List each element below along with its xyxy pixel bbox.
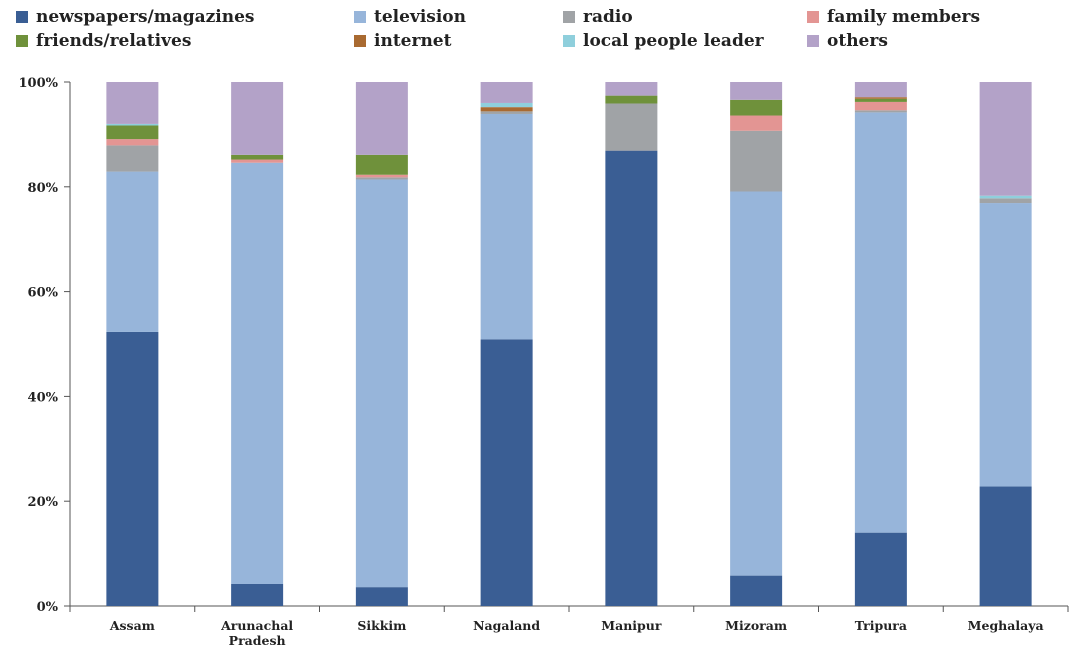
legend-label: others <box>827 31 888 51</box>
legend-item: local people leader <box>563 31 764 51</box>
bar-segment <box>355 154 408 175</box>
legend-label: television <box>374 7 467 27</box>
bar-segment <box>231 82 284 155</box>
bar-segment <box>854 110 907 113</box>
x-category-label: Sikkim <box>357 618 406 633</box>
bar-segment <box>605 103 658 151</box>
bar-segment <box>979 82 1032 196</box>
bar-segment <box>231 159 284 163</box>
legend-item: others <box>807 31 888 51</box>
bar-segment <box>730 130 783 192</box>
bar-segment <box>480 339 533 606</box>
legend-swatch <box>354 11 366 23</box>
legend-item: friends/relatives <box>16 31 191 51</box>
y-tick-label: 20% <box>28 495 59 510</box>
bar-segment <box>979 198 1032 204</box>
bar-segment <box>730 575 783 606</box>
bar-segment <box>730 115 783 131</box>
legend-swatch <box>563 35 575 47</box>
bar-segment <box>480 102 533 108</box>
bar-segment <box>854 101 907 111</box>
y-tick-label: 100% <box>19 76 59 91</box>
legend-item: radio <box>563 7 633 27</box>
legend-swatch <box>16 11 28 23</box>
legend-swatch <box>16 35 28 47</box>
bar-segment <box>480 113 533 340</box>
bar-segment <box>480 107 533 112</box>
x-category-label: Pradesh <box>229 633 286 648</box>
legend-label: friends/relatives <box>36 31 192 51</box>
bar-segment <box>605 150 658 607</box>
bar-segment <box>854 98 907 102</box>
bar-segment <box>106 145 159 172</box>
bar-segment <box>605 82 658 96</box>
x-category-label: Arunachal <box>220 618 293 633</box>
bar-segment <box>979 486 1032 606</box>
bar-segment <box>355 587 408 606</box>
y-tick-label: 60% <box>28 286 59 301</box>
bar-segment <box>106 171 159 332</box>
legend-label: local people leader <box>583 31 764 51</box>
bar-segment <box>979 195 1032 199</box>
bar-segment <box>854 97 907 99</box>
bar-segment <box>355 179 408 588</box>
x-category-label: Meghalaya <box>968 618 1044 633</box>
legend-swatch <box>807 35 819 47</box>
bar-segment <box>106 123 159 126</box>
bar-segment <box>854 82 907 98</box>
y-tick-label: 80% <box>28 181 59 196</box>
bar-segment <box>355 177 408 180</box>
bar-segment <box>231 162 284 584</box>
legend-item: television <box>354 7 466 27</box>
bar-segment <box>480 111 533 114</box>
bar-segment <box>231 154 284 160</box>
legend-label: family members <box>827 7 981 27</box>
bar-segment <box>854 112 907 533</box>
bar-segment <box>355 174 408 178</box>
bar-segment <box>605 95 658 104</box>
bar-segment <box>106 331 159 606</box>
legend-label: internet <box>374 31 452 51</box>
bar-segment <box>730 99 783 116</box>
bar-segment <box>979 203 1032 487</box>
bar-segment <box>854 532 907 606</box>
bar-segment <box>355 82 408 155</box>
bar-segment <box>106 82 159 124</box>
bar-segment <box>231 583 284 606</box>
legend-item: family members <box>807 7 980 27</box>
bar-segment <box>106 125 159 140</box>
x-category-label: Manipur <box>601 618 662 633</box>
bar-segment <box>106 139 159 146</box>
legend-label: radio <box>583 7 633 27</box>
bar-segment <box>730 82 783 100</box>
legend-label: newspapers/magazines <box>36 7 255 27</box>
bar-segment <box>730 191 783 576</box>
x-category-label: Tripura <box>855 618 907 633</box>
legend-item: internet <box>354 31 451 51</box>
x-category-label: Mizoram <box>725 618 787 633</box>
bar-segment <box>480 82 533 103</box>
y-tick-label: 40% <box>28 390 59 405</box>
chart-legend: newspapers/magazines television radio famil… <box>0 0 1073 56</box>
legend-swatch <box>807 11 819 23</box>
legend-swatch <box>563 11 575 23</box>
x-category-label: Nagaland <box>473 618 540 633</box>
y-tick-label: 0% <box>37 600 59 615</box>
legend-swatch <box>354 35 366 47</box>
x-category-label: Assam <box>109 618 155 633</box>
legend-item: newspapers/magazines <box>16 7 255 27</box>
